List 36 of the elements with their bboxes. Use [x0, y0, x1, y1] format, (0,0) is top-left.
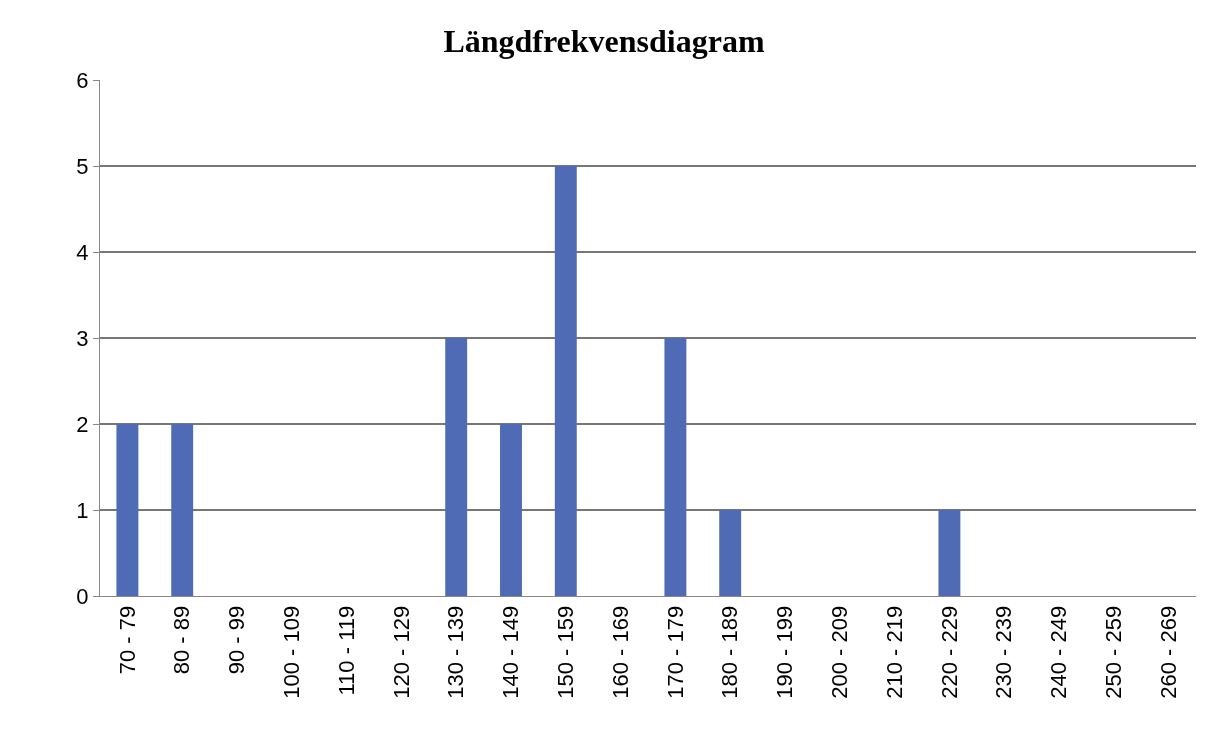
x-tick-label: 240 - 249	[1046, 605, 1072, 699]
x-tick-label: 90 - 99	[224, 605, 250, 675]
y-tick-label: 4	[76, 239, 89, 265]
bar	[719, 510, 742, 596]
x-tick-label: 220 - 229	[936, 605, 962, 699]
y-tick-label: 5	[76, 153, 89, 179]
x-tick-label: 160 - 169	[607, 605, 633, 699]
x-tick-label: 150 - 159	[552, 605, 578, 699]
x-tick-label: 70 - 79	[114, 605, 140, 675]
x-tick-label: 100 - 109	[278, 605, 304, 699]
x-tick-label: 180 - 189	[717, 605, 743, 699]
x-tick-label: 80 - 89	[169, 605, 195, 675]
y-tick-label: 6	[76, 67, 89, 93]
x-tick-label: 140 - 149	[498, 605, 524, 699]
bar	[445, 338, 468, 596]
y-tick-label: 2	[76, 411, 89, 437]
bar	[554, 166, 577, 596]
bar	[938, 510, 961, 596]
x-tick-label: 210 - 219	[881, 605, 907, 699]
x-tick-label: 120 - 129	[388, 605, 414, 699]
bar	[500, 424, 522, 596]
x-tick-label: 190 - 199	[772, 605, 798, 699]
x-tick-label: 110 - 119	[333, 605, 359, 696]
bar	[116, 424, 139, 596]
x-tick-label: 260 - 269	[1155, 605, 1181, 699]
x-tick-label: 250 - 259	[1100, 605, 1126, 699]
bar	[664, 338, 687, 596]
x-tick-label: 230 - 239	[991, 605, 1017, 699]
x-tick-label: 130 - 139	[443, 605, 469, 699]
y-tick-label: 1	[76, 497, 89, 523]
chart-title: Längdfrekvensdiagram	[443, 23, 765, 60]
y-tick-label: 0	[76, 583, 89, 609]
bar	[171, 424, 194, 596]
x-tick-label: 170 - 179	[662, 605, 688, 699]
x-tick-label: 200 - 209	[826, 605, 852, 699]
y-tick-label: 3	[76, 325, 89, 351]
